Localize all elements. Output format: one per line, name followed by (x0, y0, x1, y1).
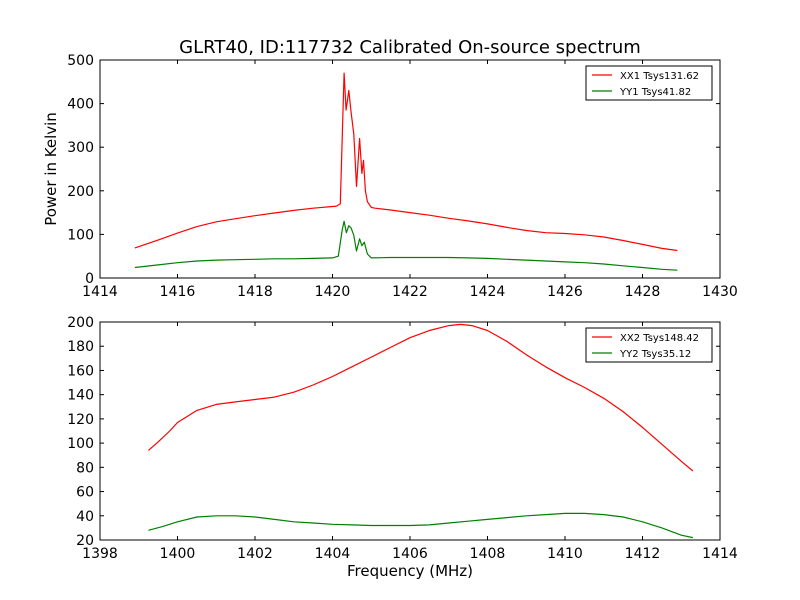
x-tick-label-0-5: 1424 (470, 284, 506, 300)
y-tick-label-0-0: 0 (85, 271, 94, 287)
x-tick-label-0-3: 1420 (315, 284, 351, 300)
x-tick-label-1-7: 1412 (625, 546, 661, 562)
x-tick-label-1-2: 1402 (237, 546, 273, 562)
series-line-0-0 (134, 72, 678, 252)
y-tick-label-1-5: 120 (67, 412, 94, 428)
y-tick-label-1-4: 100 (67, 436, 94, 452)
chart-title: GLRT40, ID:117732 Calibrated On-source s… (179, 37, 641, 58)
legend-1 (585, 327, 713, 363)
x-tick-label-0-6: 1426 (547, 284, 583, 300)
x-tick-label-0-8: 1430 (702, 284, 738, 300)
x-tick-label-0-1: 1416 (160, 284, 196, 300)
x-tick-label-1-8: 1414 (702, 546, 738, 562)
legend-label-0-1: YY1 Tsys41.82 (619, 87, 691, 98)
y-tick-label-1-0: 20 (76, 533, 94, 549)
y-axis-label: Power in Kelvin (42, 112, 60, 226)
y-tick-label-1-7: 160 (67, 363, 94, 379)
y-tick-label-1-8: 180 (67, 339, 94, 355)
y-tick-label-0-2: 200 (67, 184, 94, 200)
x-tick-label-1-1: 1400 (160, 546, 196, 562)
y-tick-label-0-5: 500 (67, 53, 94, 69)
x-tick-label-1-3: 1404 (315, 546, 351, 562)
y-tick-label-1-3: 80 (76, 460, 94, 476)
y-tick-label-1-6: 140 (67, 388, 94, 404)
panel-bottom: 1398 1400 1402 1404 1406 1408 1410 1412 1414 20 40… (67, 315, 738, 562)
x-tick-label-0-4: 1422 (392, 284, 428, 300)
legend-0 (585, 65, 713, 101)
y-tick-label-1-9: 200 (67, 315, 94, 331)
x-axis-label: Frequency (MHz) (347, 562, 473, 580)
legend-label-1-1: YY2 Tsys35.12 (619, 349, 691, 360)
y-tick-label-1-2: 60 (76, 485, 94, 501)
x-tick-label-1-6: 1410 (547, 546, 583, 562)
y-tick-label-0-1: 100 (67, 227, 94, 243)
series-line-1-0 (148, 323, 694, 472)
y-tick-label-0-3: 300 (67, 140, 94, 156)
x-tick-label-0-0: 1414 (82, 284, 118, 300)
legend-label-0-0: XX1 Tsys131.62 (620, 71, 699, 82)
x-tick-label-0-7: 1428 (625, 284, 661, 300)
panel-top: 1414 1416 1418 1420 1422 1424 1426 1428 1430 0 100… (67, 53, 738, 300)
x-tick-label-0-2: 1418 (237, 284, 273, 300)
x-tick-label-1-0: 1398 (82, 546, 118, 562)
series-line-0-1 (134, 220, 678, 271)
y-tick-label-0-4: 400 (67, 97, 94, 113)
x-tick-label-1-5: 1408 (470, 546, 506, 562)
legend-label-1-0: XX2 Tsys148.42 (620, 333, 699, 344)
x-tick-label-1-4: 1406 (392, 546, 428, 562)
y-tick-label-1-1: 40 (76, 509, 94, 525)
series-line-1-1 (148, 512, 694, 539)
